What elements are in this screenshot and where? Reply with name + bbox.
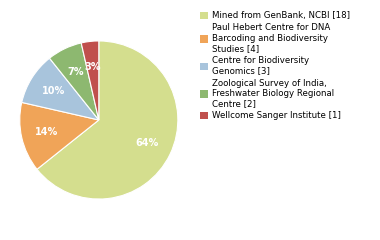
Text: 3%: 3% (84, 62, 101, 72)
Wedge shape (37, 41, 178, 199)
Text: 10%: 10% (42, 86, 65, 96)
Legend: Mined from GenBank, NCBI [18], Paul Hebert Centre for DNA
Barcoding and Biodiver: Mined from GenBank, NCBI [18], Paul Hebe… (200, 11, 350, 120)
Wedge shape (22, 58, 99, 120)
Wedge shape (81, 41, 99, 120)
Text: 64%: 64% (136, 138, 159, 148)
Text: 7%: 7% (67, 66, 84, 77)
Wedge shape (20, 102, 99, 169)
Wedge shape (49, 43, 99, 120)
Text: 14%: 14% (35, 127, 58, 137)
